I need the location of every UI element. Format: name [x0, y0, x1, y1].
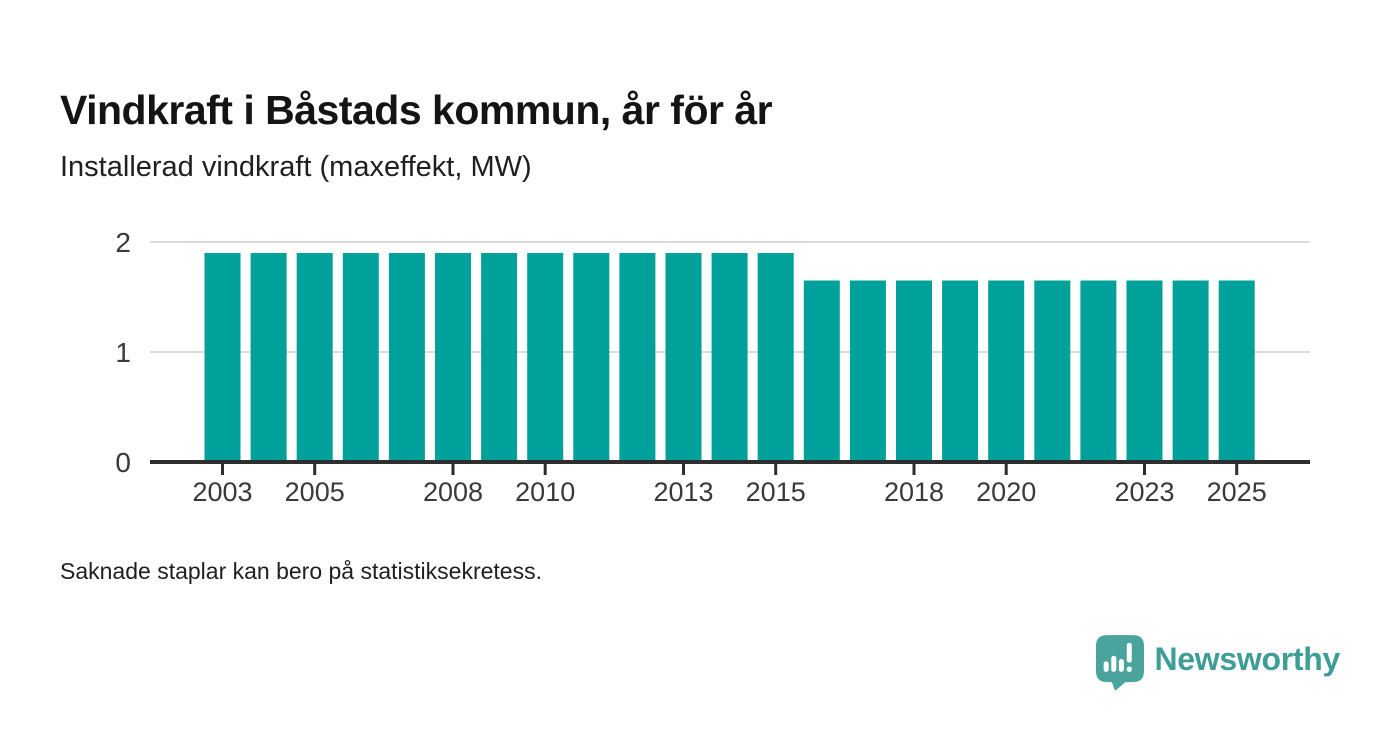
newsworthy-logo: Newsworthy [1095, 634, 1340, 692]
chart-title: Vindkraft i Båstads kommun, år för år [60, 87, 773, 134]
x-tick-label-2010: 2010 [515, 477, 575, 507]
bar-2020 [988, 280, 1025, 462]
bar-2024 [1172, 280, 1209, 462]
bar-2019 [942, 280, 979, 462]
x-tick-label-2013: 2013 [653, 477, 713, 507]
bar-2013 [665, 253, 702, 462]
bar-2018 [896, 280, 932, 462]
x-tick-label-2018: 2018 [884, 477, 944, 507]
x-tick-label-2003: 2003 [192, 477, 252, 507]
bar-2005 [296, 253, 333, 462]
bar-2015 [757, 253, 794, 462]
bar-2009 [481, 253, 518, 462]
y-tick-label-2: 2 [115, 227, 131, 258]
x-tick-label-2005: 2005 [285, 477, 345, 507]
bar-2006 [342, 253, 379, 462]
bar-2008 [435, 253, 471, 462]
bar-2025 [1218, 280, 1255, 462]
bar-2014 [711, 253, 748, 462]
x-tick-label-2020: 2020 [976, 477, 1036, 507]
x-tick-label-2025: 2025 [1207, 477, 1267, 507]
bar-2012 [619, 253, 656, 462]
bar-2023 [1126, 280, 1163, 462]
bar-2017 [849, 280, 886, 462]
bar-2011 [573, 253, 610, 462]
bar-2007 [388, 253, 425, 462]
bar-2003 [204, 253, 241, 462]
newsworthy-logo-text: Newsworthy [1154, 641, 1341, 677]
x-tick-label-2015: 2015 [746, 477, 806, 507]
bar-2010 [527, 253, 564, 462]
bar-2022 [1080, 280, 1117, 462]
bar-2004 [250, 253, 287, 462]
x-tick-label-2023: 2023 [1114, 477, 1174, 507]
logo-bar-marks [1103, 642, 1132, 672]
newsworthy-speech-bubble-bar-chart-icon [1095, 635, 1144, 691]
y-tick-label-0: 0 [115, 447, 131, 478]
chart-subtitle: Installerad vindkraft (maxeffekt, MW) [60, 151, 532, 183]
chart-footnote: Saknade staplar kan bero på statistiksek… [60, 558, 542, 584]
bar-2016 [803, 280, 840, 462]
y-tick-label-1: 1 [115, 337, 131, 368]
bar-2021 [1034, 280, 1071, 462]
x-tick-label-2008: 2008 [423, 477, 483, 507]
